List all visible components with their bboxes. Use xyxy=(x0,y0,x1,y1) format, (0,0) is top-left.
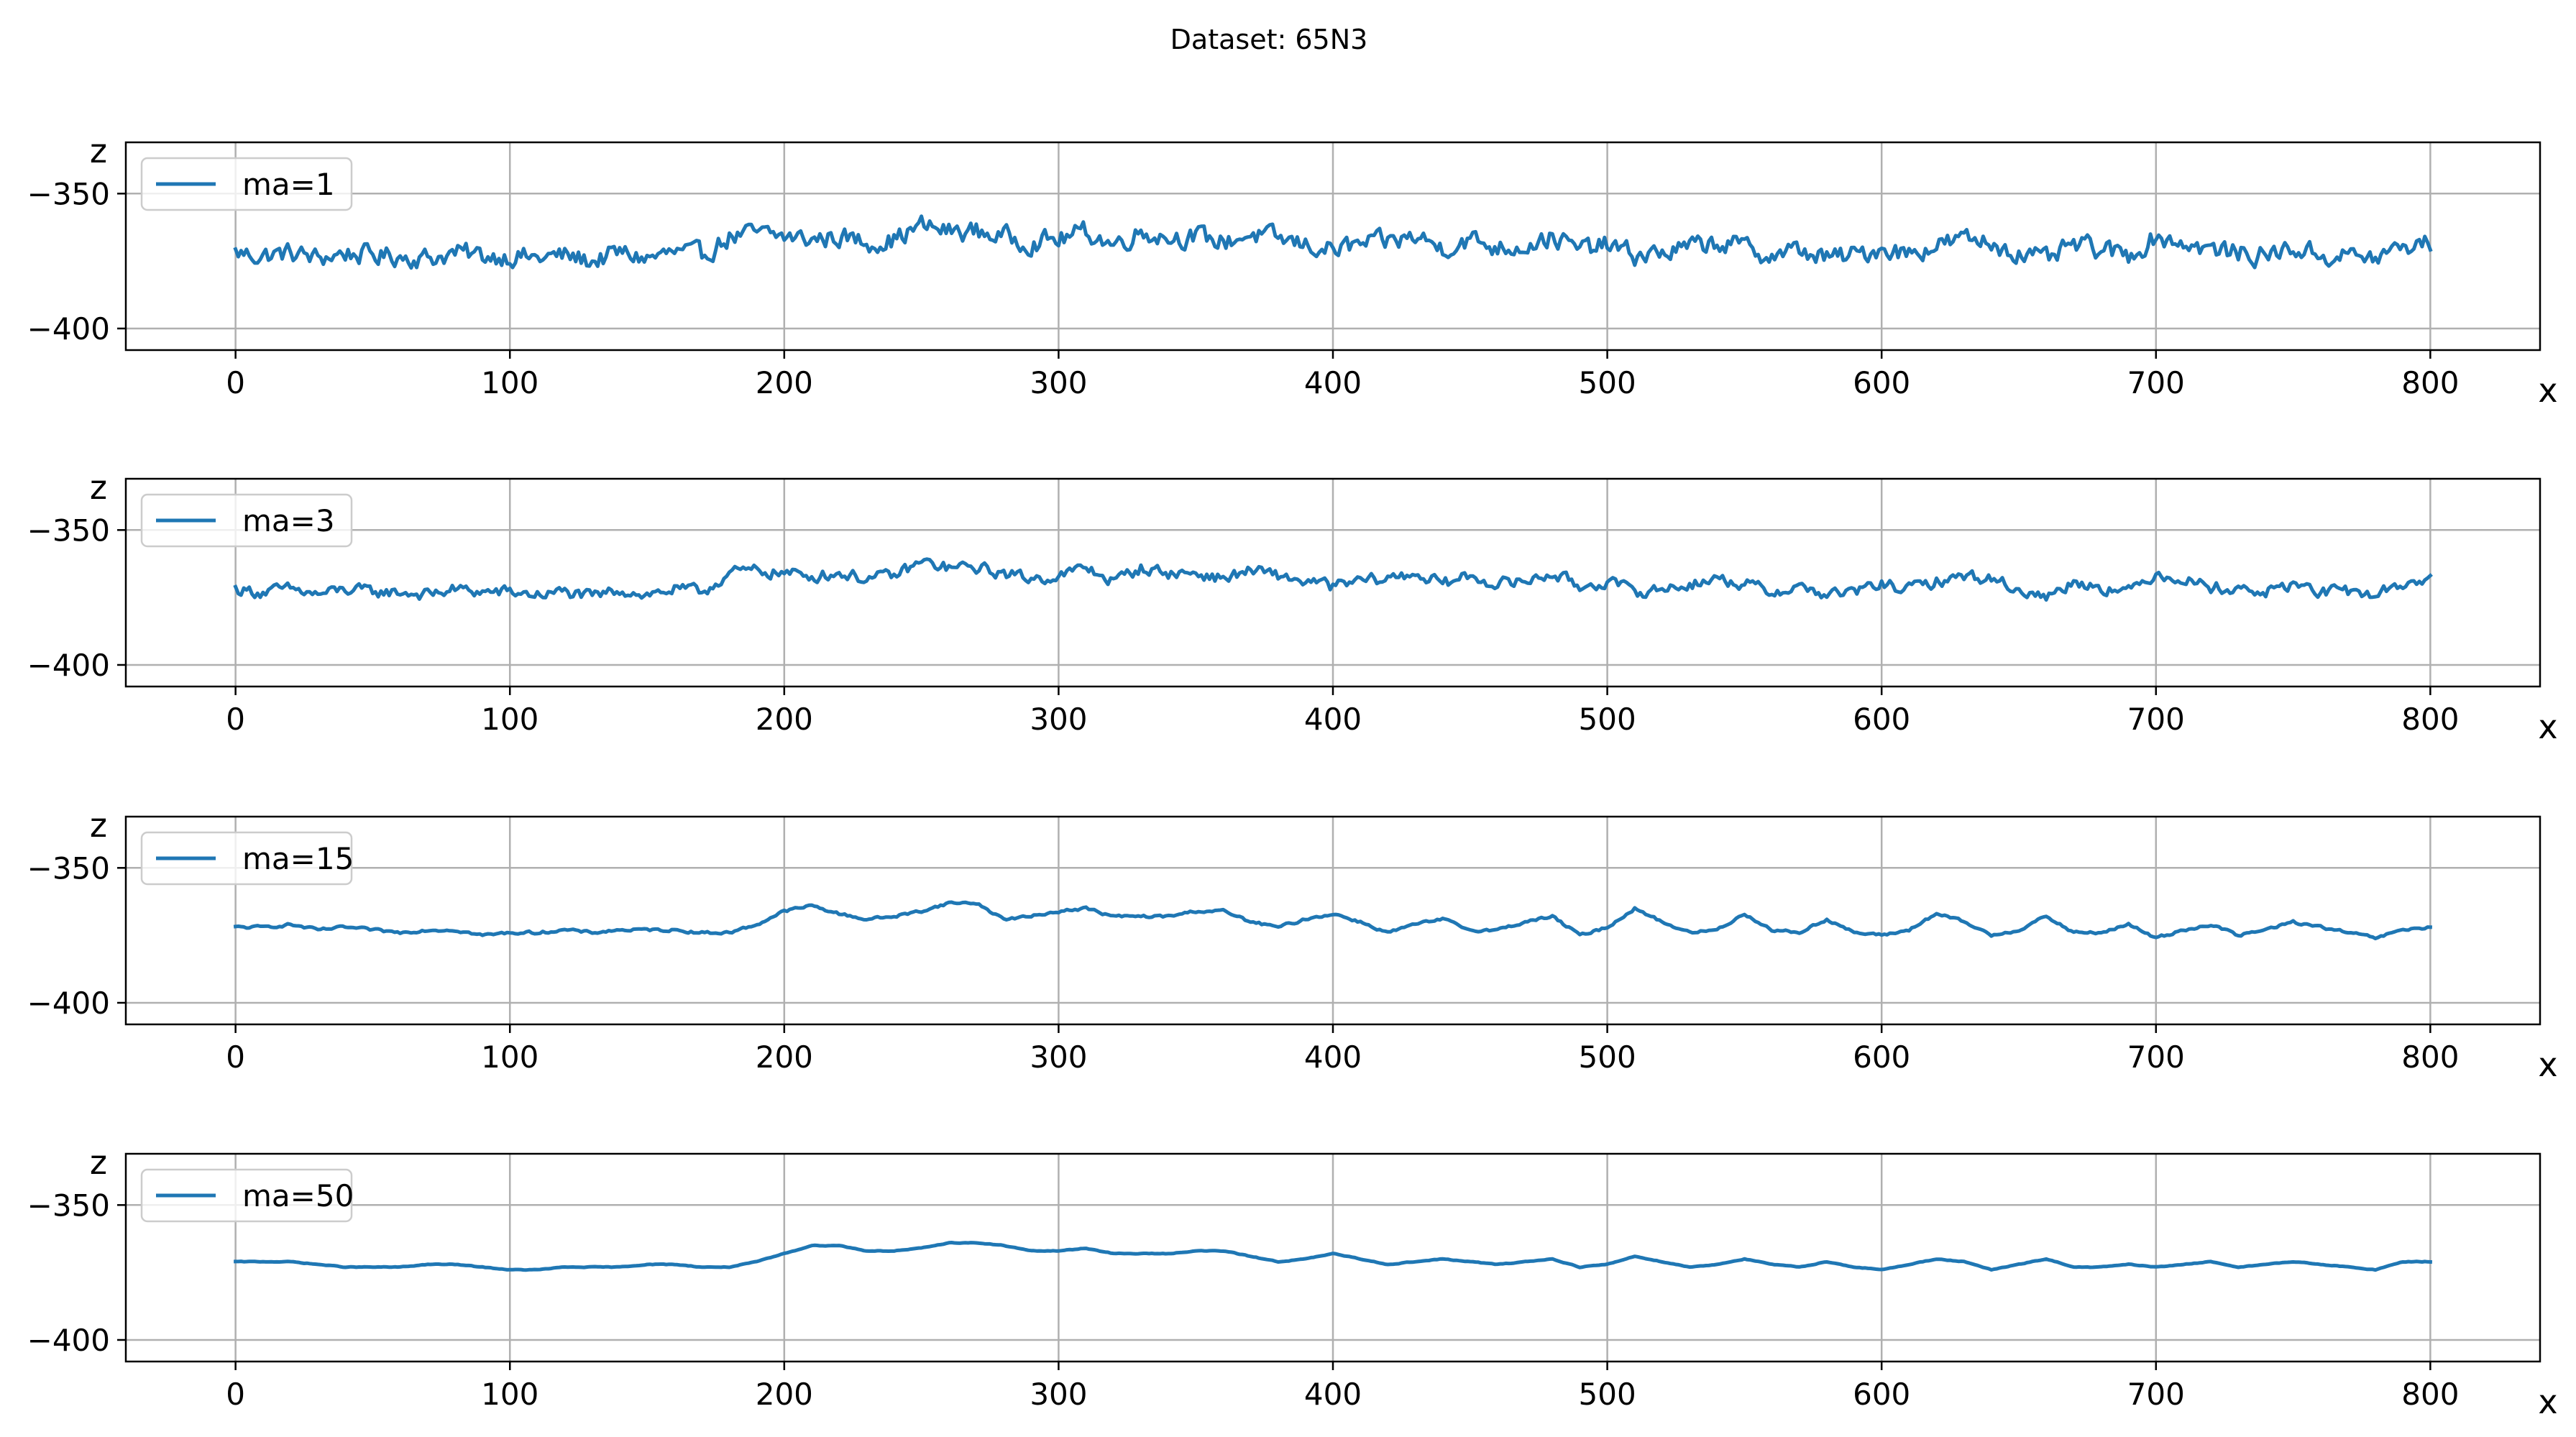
subplot-4: 0 100 200 300 400 500 600 700 800 −350 −400 x z ma=50 xyxy=(27,1143,2558,1421)
subplot-2: 0 100 200 300 400 500 600 700 800 −350 −400 x z ma=3 xyxy=(27,468,2558,746)
x-tick-label: 600 xyxy=(1853,1039,1910,1075)
y-axis-label: z xyxy=(90,132,107,170)
x-tick-label: 700 xyxy=(2127,702,2185,737)
x-tick-label: 500 xyxy=(1579,702,1636,737)
y-tick-label: −400 xyxy=(27,311,110,346)
x-tick-label: 400 xyxy=(1304,1039,1362,1075)
x-tick-label: 300 xyxy=(1030,702,1087,737)
legend-frame xyxy=(140,1168,353,1223)
x-tick-label: 600 xyxy=(1853,1377,1910,1412)
x-tick-label: 500 xyxy=(1579,365,1636,400)
x-tick-label: 700 xyxy=(2127,365,2185,400)
x-tick-label: 200 xyxy=(756,1377,813,1412)
x-tick-label: 600 xyxy=(1853,702,1910,737)
y-tick-label: −350 xyxy=(27,1188,110,1223)
y-tick-label: −350 xyxy=(27,176,110,211)
x-tick-label: 400 xyxy=(1304,365,1362,400)
legend-label: ma=3 xyxy=(242,503,335,538)
y-tick-label: −400 xyxy=(27,1323,110,1358)
x-tick-label: 800 xyxy=(2401,1377,2459,1412)
x-tick-label: 200 xyxy=(756,365,813,400)
x-tick-label: 200 xyxy=(756,702,813,737)
series-line xyxy=(234,1241,2433,1272)
x-axis-label: x xyxy=(2538,1045,2557,1084)
legend: ma=50 xyxy=(140,1168,354,1223)
x-tick-label: 0 xyxy=(226,365,245,400)
legend-label: ma=1 xyxy=(242,167,335,202)
x-tick-label: 700 xyxy=(2127,1377,2185,1412)
x-axis-label: x xyxy=(2538,1382,2557,1421)
y-tick-label: −350 xyxy=(27,513,110,548)
series-line xyxy=(233,557,2433,602)
legend: ma=3 xyxy=(140,493,353,548)
legend-frame xyxy=(140,157,353,211)
y-tick-label: −400 xyxy=(27,986,110,1021)
x-tick-label: 100 xyxy=(481,702,538,737)
x-tick-label: 700 xyxy=(2127,1039,2185,1075)
legend-label: ma=15 xyxy=(242,841,354,876)
y-tick-label: −400 xyxy=(27,648,110,683)
x-tick-label: 200 xyxy=(756,1039,813,1075)
x-tick-label: 500 xyxy=(1579,1377,1636,1412)
y-tick-label: −350 xyxy=(27,850,110,886)
legend-frame xyxy=(140,831,353,886)
x-tick-label: 0 xyxy=(226,702,245,737)
x-tick-label: 100 xyxy=(481,365,538,400)
legend-label: ma=50 xyxy=(242,1178,354,1213)
x-tick-label: 300 xyxy=(1030,1377,1087,1412)
y-axis-label: z xyxy=(90,806,107,845)
x-tick-label: 800 xyxy=(2401,365,2459,400)
y-axis-label: z xyxy=(90,1143,107,1182)
x-tick-label: 800 xyxy=(2401,702,2459,737)
y-axis-label: z xyxy=(90,468,107,507)
x-axis-label: x xyxy=(2538,371,2557,410)
x-tick-label: 500 xyxy=(1579,1039,1636,1075)
x-tick-label: 0 xyxy=(226,1039,245,1075)
x-tick-label: 100 xyxy=(481,1039,538,1075)
figure-title: Dataset: 65N3 xyxy=(1170,24,1368,55)
x-tick-label: 0 xyxy=(226,1377,245,1412)
x-tick-label: 300 xyxy=(1030,1039,1087,1075)
x-tick-label: 800 xyxy=(2401,1039,2459,1075)
x-tick-label: 400 xyxy=(1304,1377,1362,1412)
x-tick-label: 400 xyxy=(1304,702,1362,737)
x-tick-label: 300 xyxy=(1030,365,1087,400)
legend-frame xyxy=(140,493,353,548)
series-line xyxy=(233,214,2433,270)
subplot-3: 0 100 200 300 400 500 600 700 800 −350 −400 x z ma=15 xyxy=(27,806,2558,1084)
legend: ma=15 xyxy=(140,831,354,886)
x-tick-label: 600 xyxy=(1853,365,1910,400)
subplot-panels: 0 100 200 300 400 500 600 700 800−350−400xzma=10… xyxy=(27,132,2558,1421)
x-tick-label: 100 xyxy=(481,1377,538,1412)
series-line xyxy=(233,900,2433,941)
legend: ma=1 xyxy=(140,157,353,211)
subplot-1: 0 100 200 300 400 500 600 700 800 −350 −400 x z ma=1 xyxy=(27,132,2558,410)
x-axis-label: x xyxy=(2538,707,2557,746)
